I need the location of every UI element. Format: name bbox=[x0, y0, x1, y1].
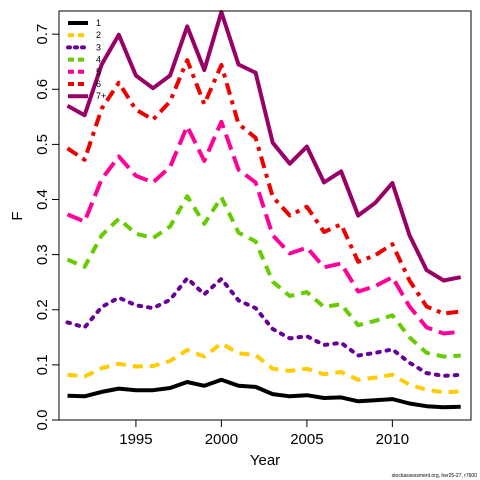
legend-label-2: 2 bbox=[96, 30, 101, 40]
series-line-6 bbox=[66, 58, 461, 316]
y-tick-label-0.7: 0.7 bbox=[34, 24, 51, 45]
x-tick-label-2010: 2010 bbox=[376, 431, 409, 448]
series-line-3 bbox=[65, 276, 463, 378]
series-line-5 bbox=[66, 119, 461, 336]
y-tick-label-0.4: 0.4 bbox=[34, 189, 51, 210]
x-tick-label-1995: 1995 bbox=[119, 431, 152, 448]
legend-label-1: 1 bbox=[96, 18, 101, 28]
legend: 1 2 3 4 5 6 7+ bbox=[66, 18, 106, 101]
x-tick-label-2000: 2000 bbox=[205, 431, 238, 448]
y-tick-label-0.5: 0.5 bbox=[34, 134, 51, 155]
y-axis-title: F bbox=[9, 211, 26, 220]
legend-label-3: 3 bbox=[96, 42, 101, 52]
legend-label-6: 6 bbox=[96, 79, 101, 89]
y-tick-label-0.0: 0.0 bbox=[34, 410, 51, 431]
legend-label-4: 4 bbox=[96, 55, 101, 65]
x-tick-label-2005: 2005 bbox=[290, 431, 323, 448]
series-line-2 bbox=[67, 341, 461, 395]
x-axis: 1995 2000 2005 2010 bbox=[119, 419, 409, 448]
y-tick-label-0.6: 0.6 bbox=[34, 79, 51, 100]
legend-label-5: 5 bbox=[96, 67, 101, 77]
y-axis: 0.0 0.1 0.2 0.3 0.4 0.5 0.6 0.7 bbox=[34, 24, 60, 431]
source-caption: stockassessment.org, her25-27, r7600 bbox=[392, 473, 478, 479]
x-axis-title: Year bbox=[250, 452, 280, 469]
series-line-7plus bbox=[66, 10, 462, 283]
series-line-1 bbox=[67, 377, 461, 410]
y-tick-label-0.3: 0.3 bbox=[34, 244, 51, 265]
plot-lines bbox=[65, 10, 463, 410]
legend-label-7plus: 7+ bbox=[96, 91, 106, 101]
y-tick-label-0.2: 0.2 bbox=[34, 299, 51, 320]
series-line-4 bbox=[66, 194, 461, 359]
y-tick-label-0.1: 0.1 bbox=[34, 354, 51, 375]
